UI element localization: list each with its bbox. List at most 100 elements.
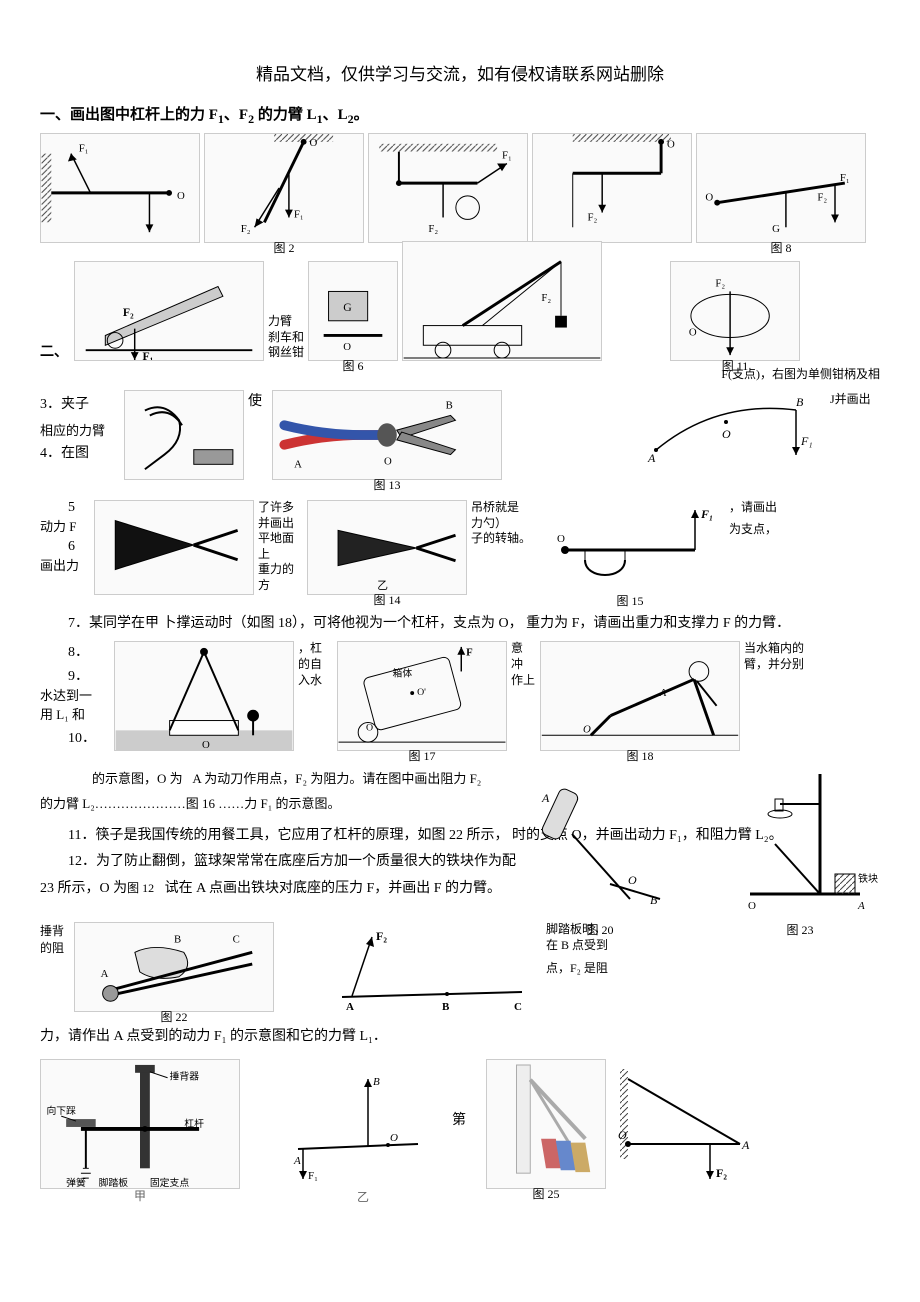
svg-text:O': O': [417, 687, 426, 698]
figure-2-label: 图 2: [273, 239, 294, 256]
q9i: 用 L₁ 和: [40, 704, 110, 723]
svg-text:O: O: [177, 190, 185, 202]
svg-text:B: B: [650, 893, 658, 907]
svg-text:B: B: [174, 934, 181, 946]
q6-num: 6: [40, 539, 90, 555]
figure-1: F₁ O: [40, 133, 200, 243]
figure-14: 乙 图 14: [307, 500, 467, 595]
f13d: 在 B 点受到: [546, 938, 626, 954]
svg-text:O: O: [667, 139, 675, 151]
figure-18: O A 图 18: [540, 641, 740, 751]
svg-text:A: A: [294, 458, 302, 470]
q3-text-b: 相应的力臂: [40, 420, 120, 439]
figure-8-label: 图 8: [770, 239, 791, 256]
svg-text:B: B: [796, 395, 804, 409]
frag-6c: 子的转轴。: [471, 531, 531, 547]
svg-text:B: B: [442, 1001, 450, 1012]
svg-text:O: O: [390, 1132, 398, 1144]
frag-5g: 力勺）: [471, 516, 531, 532]
svg-text:F₂: F₂: [817, 192, 827, 204]
svg-text:G: G: [343, 301, 352, 314]
q7-text: 7．某同学在甲 卜撑运动时（如图 18），可将他视为一个杠杆，支点为 O， 重力…: [40, 613, 880, 635]
figure-22-label: 图 22: [160, 1008, 187, 1025]
q9e: 水达到一: [40, 685, 110, 704]
figure-knife: F₂ F₁: [74, 261, 264, 361]
svg-text:F₂: F₂: [428, 223, 438, 235]
svg-text:F₁: F₁: [502, 150, 512, 162]
frag-di: 第: [452, 1059, 482, 1129]
svg-text:C: C: [233, 934, 240, 946]
frag-6d: 为支点，: [729, 522, 784, 538]
q9-num: 9．: [40, 665, 110, 685]
figure-row-2: 二、 F₂ F₁ 力臂 刹车和 钢丝钳 G O 图 6: [40, 261, 880, 361]
f9c: 冲: [511, 657, 536, 673]
bottom-row: 向下踩 捶背器 杠杆 弹簧 脚踏板 固定支点 甲 O B A F₁ 乙 第: [40, 1059, 880, 1189]
svg-text:O: O: [310, 137, 318, 149]
q3-text: 3．夹子: [40, 394, 120, 416]
figure-2: O F₂ F₁ 图 2: [204, 133, 364, 243]
figure-triangle: O A F₂: [610, 1059, 770, 1189]
figure-lever-abc: F₂ A B C: [322, 922, 542, 1012]
figure-curve: A O B F₁: [636, 390, 826, 480]
figure-13-label: 图 13: [373, 476, 400, 493]
q5-6-row: 5 动力 F 6 画出力 了许多 并画出 平地面上 重力的方 乙 图 14 吊桥…: [40, 500, 880, 595]
figure-20: A O B 图 20: [500, 784, 700, 924]
svg-text:O: O: [618, 1128, 627, 1142]
svg-text:O: O: [366, 723, 373, 734]
figure-drawbridge: O: [114, 641, 294, 751]
svg-text:A: A: [741, 1138, 750, 1152]
svg-text:F₁: F₁: [308, 1170, 318, 1182]
svg-text:固定支点: 固定支点: [150, 1176, 189, 1188]
f9h: 臂，并分别: [744, 657, 814, 673]
svg-text:G: G: [772, 223, 780, 235]
svg-text:B: B: [446, 400, 453, 412]
q6-draw: 画出力: [40, 555, 90, 574]
section-1-title: 一、画出图中杠杆上的力 F1、F2 的力臂 L1、L2。: [40, 103, 880, 127]
frag-5f: 并画出: [258, 516, 303, 532]
svg-text:O: O: [557, 533, 565, 545]
svg-text:A: A: [647, 451, 656, 465]
figure-clip1: [124, 390, 244, 480]
f8b: ，杠: [298, 641, 333, 657]
section-2-title: 二、: [40, 341, 70, 361]
svg-text:脚踏板: 脚踏板: [99, 1176, 129, 1188]
svg-text:F₂: F₂: [123, 306, 134, 319]
frag-6f: 重力的方: [258, 562, 303, 593]
svg-text:C: C: [514, 1001, 522, 1012]
figure-25-label: 图 25: [532, 1185, 559, 1202]
svg-text:O: O: [748, 900, 756, 912]
q3-4-row: 3．夹子 相应的力臂 4．在图 使 A O B 图 13 A O: [40, 390, 880, 480]
figure-3: F₁ F₂ 图 3: [368, 133, 528, 243]
f13a: 捶背: [40, 922, 70, 939]
label-jia: 甲: [134, 1187, 146, 1204]
text-fragment-1: 力臂 刹车和 钢丝钳: [268, 314, 304, 361]
svg-text:F: F: [466, 647, 473, 659]
figure-17: 箱体 O' O F 图 17: [337, 641, 507, 751]
q5-num: 5: [40, 500, 90, 516]
figure-6-label: 图 6: [342, 357, 363, 374]
svg-text:弹簧: 弹簧: [66, 1176, 86, 1188]
svg-text:O: O: [202, 739, 210, 750]
svg-text:A: A: [857, 900, 865, 912]
page-header: 精品文档，仅供学习与交流，如有侵权请联系网站删除: [40, 60, 880, 85]
figure-row-1: F₁ O O F₂ F₁ 图 2 F₁: [40, 133, 880, 243]
figure-20-label: 图 20: [586, 921, 613, 938]
svg-text:A: A: [541, 791, 550, 805]
svg-text:F₂: F₂: [376, 929, 387, 943]
svg-text:A: A: [101, 968, 109, 980]
f9d: 当水箱内的: [744, 641, 814, 657]
q13-row: 捶背 的阻 A B C 图 22 F₂ A B C 脚踏板时， 在 B 点受到: [40, 922, 880, 1012]
svg-text:F₁: F₁: [800, 434, 813, 448]
f8c: 意: [511, 641, 536, 657]
q8-10-row: 8． 9． 水达到一 用 L₁ 和 10． O ，杠 的自 入水 箱体 O': [40, 641, 880, 751]
svg-text:B: B: [373, 1076, 380, 1088]
figure-4: O F₂: [532, 133, 692, 243]
svg-text:O: O: [628, 873, 637, 887]
svg-text:A: A: [659, 687, 667, 699]
frag-5d: ，请画出: [729, 500, 784, 516]
figure-pliers: A O B 图 13: [272, 390, 502, 480]
svg-text:O: O: [384, 455, 392, 467]
svg-text:F₂: F₂: [715, 278, 725, 290]
svg-text:A: A: [293, 1155, 301, 1167]
frag-5c: 吊桥就是: [471, 500, 531, 516]
